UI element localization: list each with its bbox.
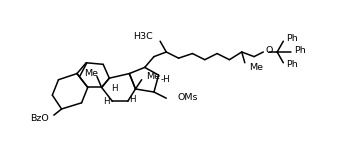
Text: BzO: BzO [30,114,49,123]
Text: H: H [103,97,110,106]
Text: O: O [266,46,273,55]
Text: Ph: Ph [294,46,306,55]
Text: Me: Me [146,72,160,81]
Text: H: H [129,95,136,104]
Text: H3C: H3C [133,32,153,41]
Text: Me: Me [248,63,262,72]
Text: Ph: Ph [286,60,298,69]
Text: -H: -H [160,75,170,84]
Text: Ph: Ph [286,34,298,43]
Text: H: H [111,84,118,93]
Text: OMs: OMs [177,93,197,102]
Text: Me: Me [84,69,98,78]
